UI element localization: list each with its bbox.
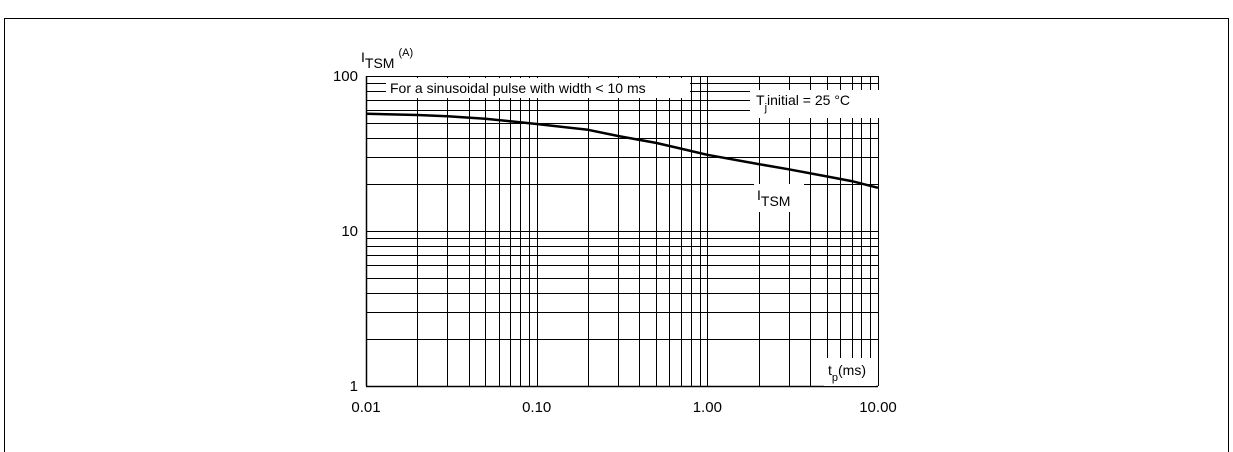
pulse-note-text: For a sinusoidal pulse with width < 10 m… bbox=[390, 80, 646, 96]
grid bbox=[366, 76, 879, 387]
y-tick-label: 10 bbox=[341, 223, 358, 240]
y-axis-label-background bbox=[360, 48, 400, 72]
x-tick-label: 0.10 bbox=[522, 399, 551, 416]
tick-labels: 0.01 0.10 1.00 10.00 100 10 1 bbox=[333, 68, 897, 416]
tj-note-background bbox=[750, 90, 880, 118]
pulse-note-background bbox=[386, 78, 690, 98]
x-axis-label: tp(ms) bbox=[828, 362, 866, 384]
x-tick-label: 10.00 bbox=[859, 399, 897, 416]
series-label-background bbox=[754, 184, 804, 212]
x-tick-label: 1.00 bbox=[693, 399, 722, 416]
series-layer bbox=[365, 112, 879, 190]
series-label: ITSM bbox=[757, 187, 790, 209]
y-tick-label: 100 bbox=[333, 68, 358, 85]
axes bbox=[365, 76, 878, 388]
series-line-itsm bbox=[365, 112, 879, 190]
x-tick-label: 0.01 bbox=[351, 399, 380, 416]
x-axis-label-background bbox=[824, 358, 876, 386]
y-axis-label: ITSM(A) bbox=[361, 47, 413, 71]
tj-note-text: Tjinitial = 25 °C bbox=[756, 92, 850, 114]
y-tick-label: 1 bbox=[350, 378, 358, 395]
